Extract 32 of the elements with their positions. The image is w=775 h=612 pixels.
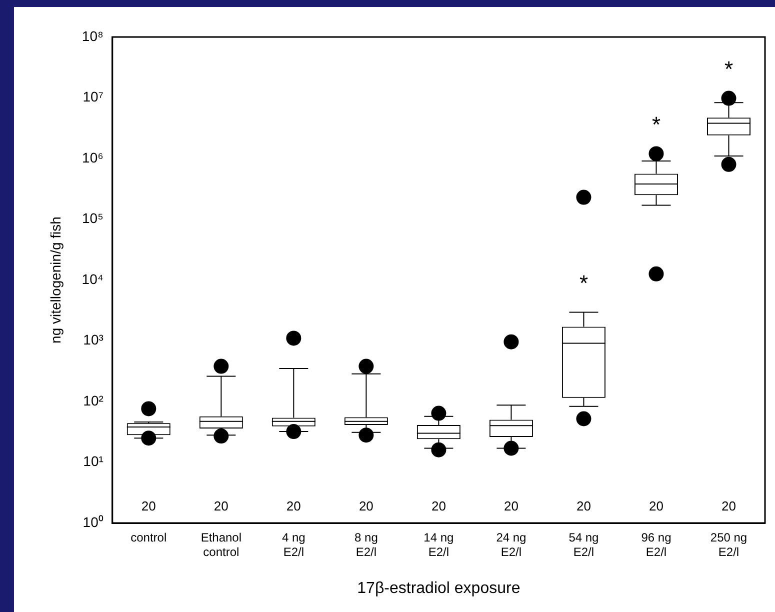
annotation: 20	[358, 498, 374, 514]
y-axis-title: ng vitellogenin/g fish	[47, 216, 64, 344]
y-tick-label: 10²	[83, 392, 104, 408]
y-tick-label: 10⁰	[82, 514, 104, 530]
annotation: 20	[286, 498, 301, 514]
y-tick-label: 10⁵	[82, 210, 104, 226]
annotation: 20	[214, 498, 228, 514]
x-tick-label: 24 ng E2/l	[496, 530, 526, 559]
x-tick-label: 8 ng E2/l	[354, 530, 378, 559]
x-tick-label: 96 ng E2/l	[641, 530, 672, 559]
annotation: 20	[576, 498, 591, 514]
y-tick-label: 10⁶	[82, 149, 104, 166]
annotation: 20	[722, 498, 736, 514]
annotation: 20	[141, 498, 156, 514]
x-tick-label: Ethanol control	[200, 530, 242, 559]
x-tick-label: 250 ng E2/l	[710, 530, 748, 559]
y-tick-label: 10⁸	[82, 28, 104, 44]
x-tick-label: 4 ng E2/l	[282, 530, 306, 559]
annotation: 20	[648, 498, 664, 514]
x-tick-label: control	[130, 530, 167, 545]
annotation: 20	[504, 498, 518, 514]
annotation: 20	[431, 498, 446, 514]
y-tick-label: 10⁴	[82, 270, 104, 287]
x-tick-label: 14 ng E2/l	[424, 530, 454, 559]
annotation: *	[579, 270, 588, 296]
annotation: *	[724, 56, 734, 82]
y-tick-label: 10¹	[83, 453, 104, 470]
x-tick-label: 54 ng E2/l	[568, 530, 599, 559]
x-axis-title: 17β-estradiol exposure	[357, 580, 520, 597]
y-tick-label: 10⁷	[82, 88, 104, 105]
annotation: *	[652, 112, 661, 137]
y-tick-label: 10³	[83, 332, 104, 348]
